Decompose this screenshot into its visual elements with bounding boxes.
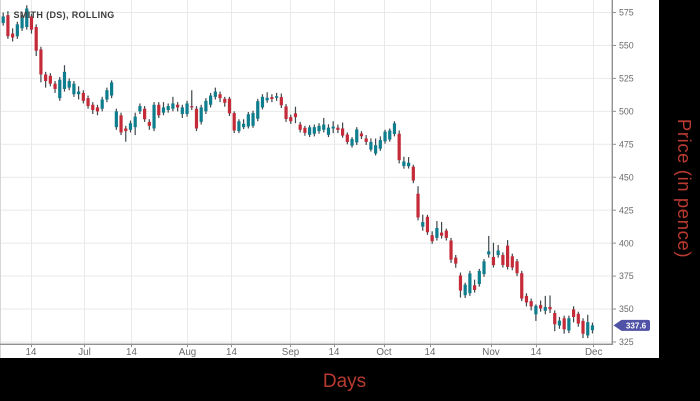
svg-text:325: 325 bbox=[619, 337, 634, 347]
svg-text:337.6: 337.6 bbox=[626, 321, 647, 330]
svg-text:14: 14 bbox=[126, 347, 137, 358]
svg-text:Nov: Nov bbox=[482, 347, 500, 358]
svg-text:500: 500 bbox=[619, 106, 634, 116]
svg-text:425: 425 bbox=[619, 205, 634, 215]
svg-text:14: 14 bbox=[26, 347, 37, 358]
svg-text:14: 14 bbox=[531, 347, 542, 358]
svg-text:Dec: Dec bbox=[585, 347, 603, 358]
svg-text:Oct: Oct bbox=[376, 347, 392, 358]
svg-text:550: 550 bbox=[619, 41, 634, 51]
svg-text:350: 350 bbox=[619, 304, 634, 314]
svg-text:475: 475 bbox=[619, 139, 634, 149]
svg-text:575: 575 bbox=[619, 8, 634, 18]
svg-text:525: 525 bbox=[619, 74, 634, 84]
svg-text:14: 14 bbox=[425, 347, 436, 358]
svg-text:Sep: Sep bbox=[282, 347, 300, 358]
svg-text:SMITH (DS), ROLLING: SMITH (DS), ROLLING bbox=[14, 10, 115, 20]
svg-text:450: 450 bbox=[619, 172, 634, 182]
svg-text:Jul: Jul bbox=[78, 347, 91, 358]
svg-text:14: 14 bbox=[226, 347, 237, 358]
svg-text:400: 400 bbox=[619, 238, 634, 248]
svg-text:14: 14 bbox=[329, 347, 340, 358]
svg-text:Days: Days bbox=[323, 371, 366, 392]
svg-text:Price (in pence): Price (in pence) bbox=[674, 119, 695, 258]
svg-text:375: 375 bbox=[619, 271, 634, 281]
svg-text:Aug: Aug bbox=[179, 347, 196, 358]
